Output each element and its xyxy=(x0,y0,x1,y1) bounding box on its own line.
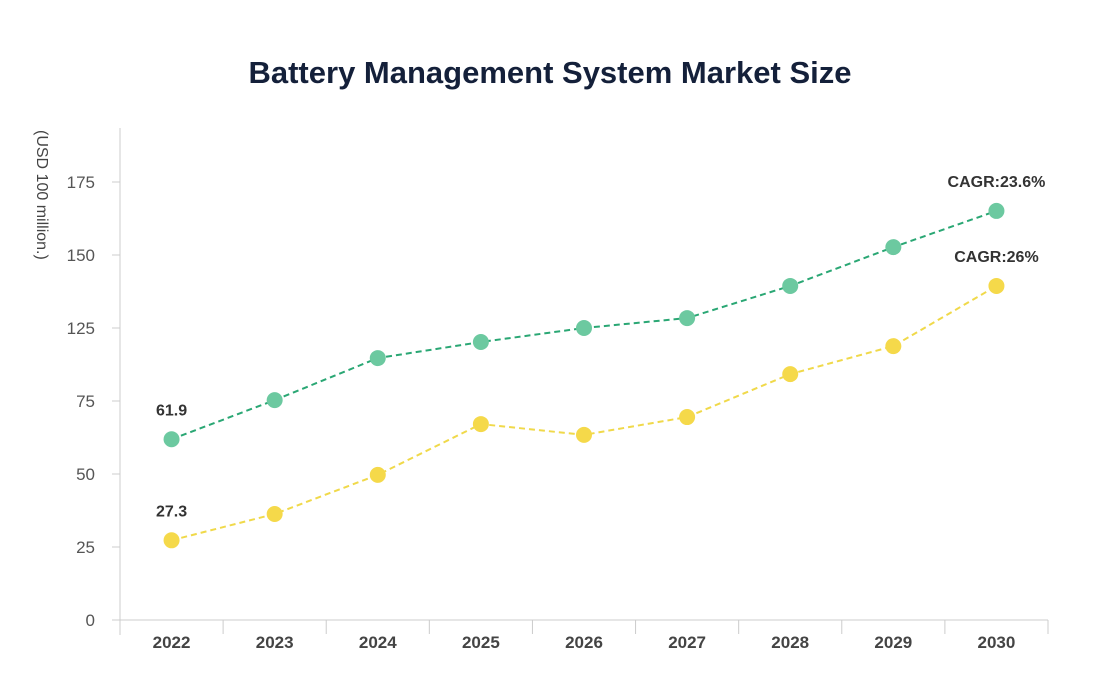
data-point xyxy=(369,350,386,367)
y-axis-label: (USD 100 million.) xyxy=(33,130,50,260)
data-point xyxy=(679,310,696,327)
y-tick-label: 175 xyxy=(67,173,95,192)
x-tick-label: 2025 xyxy=(462,633,500,652)
x-tick-label: 2029 xyxy=(874,633,912,652)
data-point xyxy=(266,506,283,523)
data-point xyxy=(885,338,902,355)
x-tick-label: 2022 xyxy=(153,633,191,652)
data-label: 27.3 xyxy=(156,503,187,520)
y-tick-label: 25 xyxy=(76,538,95,557)
x-tick-label: 2028 xyxy=(771,633,809,652)
x-tick-label: 2024 xyxy=(359,633,397,652)
data-point xyxy=(266,392,283,409)
y-tick-label: 150 xyxy=(67,246,95,265)
data-label: 61.9 xyxy=(156,402,187,419)
data-point xyxy=(163,431,180,448)
data-point xyxy=(576,426,592,443)
data-point xyxy=(472,416,489,433)
data-point xyxy=(472,334,489,351)
x-tick-label: 2030 xyxy=(978,633,1016,652)
data-label: CAGR:26% xyxy=(954,249,1038,266)
y-tick-label: 125 xyxy=(67,319,95,338)
y-tick-label: 50 xyxy=(76,465,95,484)
data-point xyxy=(679,409,696,426)
data-point xyxy=(988,202,1005,219)
y-tick-label: 75 xyxy=(76,392,95,411)
data-point xyxy=(782,366,799,383)
data-point xyxy=(988,277,1005,294)
x-tick-label: 2027 xyxy=(668,633,706,652)
data-label: CAGR:23.6% xyxy=(948,174,1046,191)
data-point xyxy=(782,277,799,294)
data-point xyxy=(576,320,592,336)
x-tick-label: 2023 xyxy=(256,633,294,652)
chart-title: Battery Management System Market Size xyxy=(248,55,852,90)
y-tick-label: 0 xyxy=(86,611,95,630)
data-point xyxy=(369,466,386,483)
x-tick-label: 2026 xyxy=(565,633,603,652)
data-point xyxy=(885,239,902,256)
data-point xyxy=(163,532,180,549)
